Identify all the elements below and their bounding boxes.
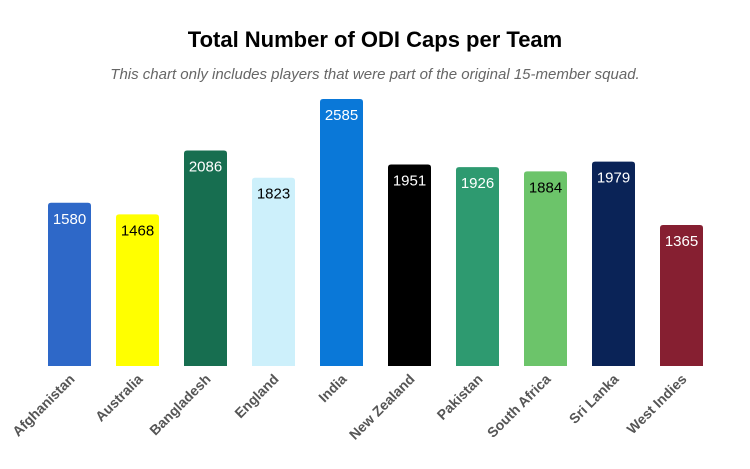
- x-tick-label: Australia: [92, 371, 146, 425]
- x-tick-label: India: [315, 371, 350, 406]
- bar-bangladesh: [184, 150, 227, 366]
- data-label: 2086: [189, 159, 222, 176]
- bar-south-africa: [524, 171, 567, 366]
- x-tick-label: South Africa: [484, 371, 554, 441]
- bar-australia: [116, 214, 159, 366]
- bar-afghanistan: [48, 202, 91, 366]
- x-tick-label: Sri Lanka: [566, 371, 622, 427]
- data-label: 1951: [393, 172, 426, 189]
- x-tick-label: Afghanistan: [9, 371, 78, 440]
- x-tick-label: West Indies: [623, 371, 689, 437]
- data-label: 1979: [597, 170, 630, 187]
- x-tick-label: Pakistan: [434, 371, 486, 423]
- bar-india: [320, 99, 363, 366]
- data-label: 2585: [325, 107, 358, 124]
- bar-england: [252, 177, 295, 366]
- bar-new-zealand: [388, 164, 431, 366]
- data-label: 1884: [529, 179, 562, 196]
- data-label: 1823: [257, 186, 290, 203]
- data-label: 1468: [121, 222, 154, 239]
- x-tick-label: New Zealand: [346, 371, 418, 443]
- bar-sri-lanka: [592, 161, 635, 366]
- chart-title: Total Number of ODI Caps per Team: [188, 27, 562, 52]
- bar-pakistan: [456, 167, 499, 366]
- chart-subtitle: This chart only includes players that we…: [110, 66, 639, 83]
- bar-west-indies: [660, 225, 703, 366]
- data-label: 1580: [53, 211, 86, 228]
- x-tick-label: England: [231, 371, 281, 421]
- data-label: 1365: [665, 233, 698, 250]
- data-label: 1926: [461, 175, 494, 192]
- x-tick-label: Bangladesh: [146, 371, 213, 438]
